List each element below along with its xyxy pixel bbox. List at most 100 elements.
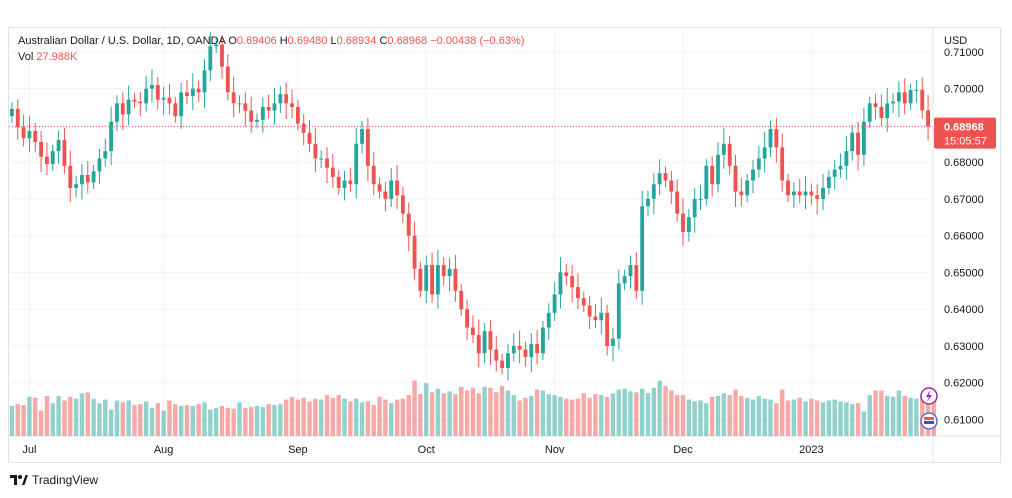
candle-body[interactable]	[809, 191, 814, 196]
candle-body[interactable]	[237, 103, 242, 105]
candle-body[interactable]	[686, 217, 691, 232]
candle-body[interactable]	[657, 173, 662, 185]
candle-body[interactable]	[902, 92, 907, 104]
candle-body[interactable]	[295, 107, 300, 124]
candle-body[interactable]	[103, 151, 108, 159]
candle-body[interactable]	[243, 103, 248, 111]
candle-body[interactable]	[336, 176, 341, 188]
candle-body[interactable]	[517, 345, 522, 350]
candle-body[interactable]	[196, 88, 201, 93]
candle-body[interactable]	[389, 180, 394, 199]
candle-body[interactable]	[896, 92, 901, 102]
candle-body[interactable]	[424, 265, 429, 291]
candle-body[interactable]	[611, 338, 615, 346]
candle-body[interactable]	[541, 327, 545, 354]
candle-body[interactable]	[587, 305, 592, 317]
candle-body[interactable]	[278, 94, 283, 104]
candle-body[interactable]	[249, 110, 254, 122]
candle-body[interactable]	[920, 89, 925, 111]
candle-body[interactable]	[891, 101, 895, 104]
candle-body[interactable]	[173, 103, 178, 117]
candle-body[interactable]	[284, 94, 289, 104]
candle-body[interactable]	[395, 180, 399, 196]
candle-body[interactable]	[867, 103, 872, 122]
candle-body[interactable]	[459, 290, 464, 310]
candle-body[interactable]	[301, 123, 306, 133]
candle-body[interactable]	[675, 191, 680, 214]
candle-body[interactable]	[371, 165, 376, 185]
candle-body[interactable]	[155, 84, 160, 100]
tradingview-brand[interactable]: TradingView	[10, 473, 98, 487]
candle-body[interactable]	[39, 141, 44, 157]
candle-body[interactable]	[441, 265, 446, 277]
candle-body[interactable]	[576, 287, 580, 299]
last-price-badge[interactable]	[934, 117, 996, 149]
candle-body[interactable]	[733, 165, 738, 192]
candle-body[interactable]	[605, 312, 610, 346]
candle-body[interactable]	[348, 180, 353, 185]
candle-body[interactable]	[768, 129, 773, 148]
candle-body[interactable]	[365, 129, 370, 166]
candle-body[interactable]	[511, 345, 516, 354]
candle-body[interactable]	[535, 344, 540, 354]
candle-body[interactable]	[109, 121, 114, 152]
candle-body[interactable]	[721, 143, 726, 155]
candle-body[interactable]	[68, 165, 73, 188]
candle-body[interactable]	[593, 316, 598, 321]
candle-body[interactable]	[214, 44, 219, 47]
candle-body[interactable]	[669, 180, 674, 192]
candle-body[interactable]	[546, 312, 551, 328]
candle-body[interactable]	[564, 272, 569, 277]
candle-body[interactable]	[91, 171, 96, 183]
candle-body[interactable]	[914, 89, 919, 91]
candle-body[interactable]	[80, 175, 84, 185]
candle-body[interactable]	[716, 154, 720, 185]
candle-body[interactable]	[220, 44, 224, 67]
candle-body[interactable]	[202, 70, 207, 93]
candle-body[interactable]	[552, 294, 557, 313]
candle-body[interactable]	[861, 121, 866, 155]
candle-body[interactable]	[488, 331, 493, 350]
candle-body[interactable]	[360, 129, 364, 144]
symbol-title[interactable]: Australian Dollar / U.S. Dollar, 1D, OAN…	[18, 35, 226, 47]
candle-body[interactable]	[756, 158, 761, 170]
candle-body[interactable]	[581, 298, 586, 306]
candle-body[interactable]	[774, 129, 779, 148]
candle-body[interactable]	[622, 276, 627, 284]
candle-body[interactable]	[663, 173, 668, 181]
candle-body[interactable]	[570, 276, 575, 288]
candle-body[interactable]	[208, 46, 213, 71]
candle-body[interactable]	[815, 195, 820, 199]
candle-body[interactable]	[523, 349, 528, 357]
candle-body[interactable]	[885, 103, 890, 119]
candle-body[interactable]	[406, 213, 411, 236]
candle-body[interactable]	[476, 334, 481, 354]
candle-body[interactable]	[27, 130, 32, 139]
candle-body[interactable]	[803, 191, 808, 196]
candle-body[interactable]	[138, 101, 143, 104]
candle-body[interactable]	[850, 132, 855, 152]
candle-body[interactable]	[500, 360, 505, 368]
candle-body[interactable]	[751, 169, 755, 181]
candle-body[interactable]	[62, 140, 67, 166]
candle-body[interactable]	[651, 184, 656, 199]
candle-body[interactable]	[56, 140, 61, 152]
candle-body[interactable]	[266, 107, 271, 111]
candle-body[interactable]	[412, 235, 417, 269]
candle-body[interactable]	[190, 88, 195, 96]
candle-body[interactable]	[313, 143, 318, 159]
candle-body[interactable]	[126, 99, 131, 115]
candle-body[interactable]	[494, 349, 499, 361]
candle-body[interactable]	[21, 127, 26, 139]
candle-body[interactable]	[838, 165, 843, 170]
candle-body[interactable]	[681, 213, 685, 232]
candle-body[interactable]	[179, 92, 184, 117]
candle-body[interactable]	[430, 265, 434, 295]
candle-body[interactable]	[739, 191, 744, 196]
candle-body[interactable]	[832, 169, 837, 177]
candle-body[interactable]	[470, 327, 475, 335]
candle-body[interactable]	[453, 268, 458, 291]
candle-body[interactable]	[704, 165, 709, 199]
candle-body[interactable]	[482, 331, 487, 354]
candle-body[interactable]	[844, 151, 849, 166]
